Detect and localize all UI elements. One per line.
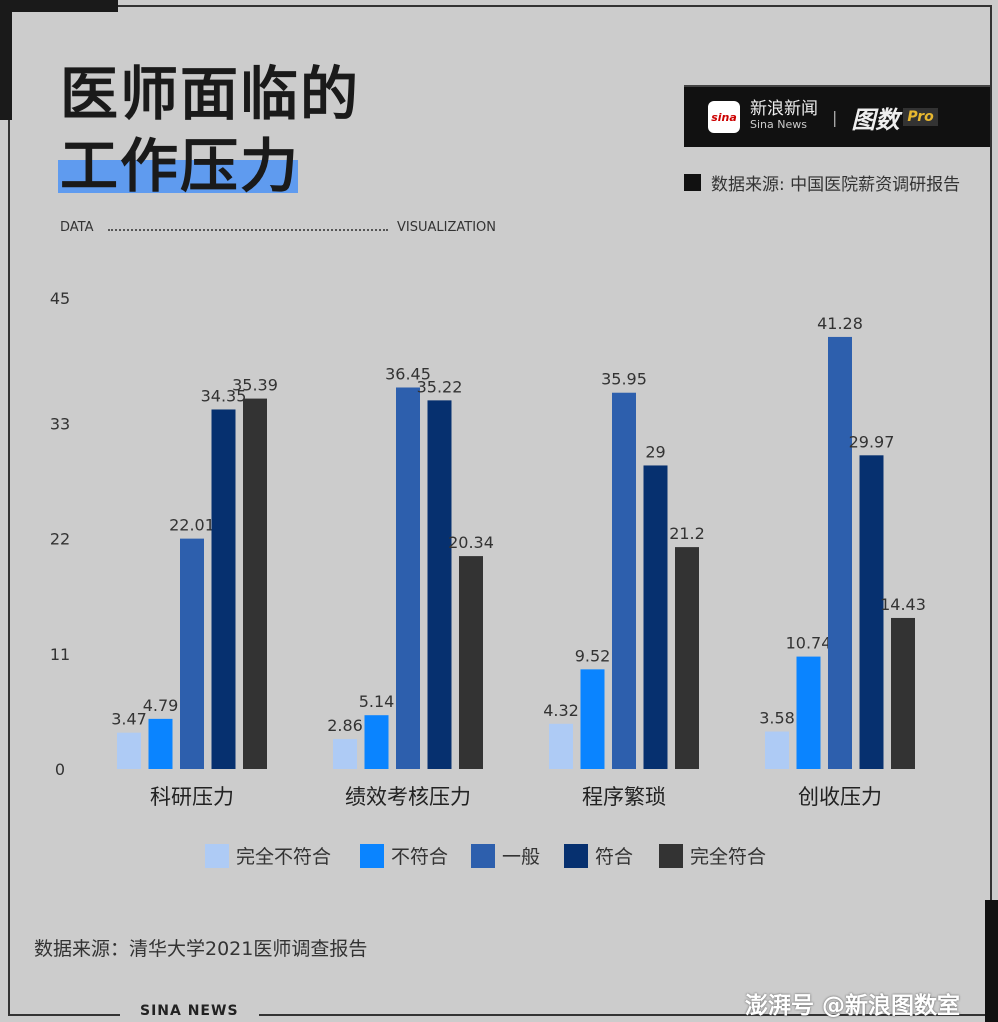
bar: [643, 465, 668, 769]
data-label: 3.47: [111, 710, 147, 729]
data-label: 35.22: [417, 377, 463, 396]
y-tick-label: 0: [55, 760, 65, 779]
source-footer: 数据来源：清华大学2021医师调查报告: [34, 938, 368, 960]
x-tick-label: 创收压力: [798, 785, 882, 809]
bar: [117, 732, 141, 769]
data-label: 22.01: [169, 516, 215, 535]
x-tick-label: 绩效考核压力: [345, 785, 471, 809]
pro-badge: Pro: [903, 108, 938, 126]
corner-decoration: [985, 900, 998, 1022]
watermark: 澎湃号 @新浪图数室: [745, 993, 961, 1019]
bar: [427, 400, 452, 769]
sina-logo-icon: sina: [708, 101, 740, 133]
data-label: 29: [645, 442, 665, 461]
x-tick-label: 科研压力: [150, 785, 234, 809]
bar: [675, 547, 699, 769]
dotted-divider: [108, 229, 388, 231]
data-label: 36.45: [385, 364, 431, 383]
sina-news-label: SINA NEWS: [120, 1003, 259, 1019]
brand-name: 新浪新闻: [750, 99, 818, 119]
bar: [459, 556, 483, 769]
data-label: 29.97: [849, 432, 895, 451]
bar: [765, 731, 789, 769]
legend-swatch: [360, 844, 384, 868]
data-label: 9.52: [575, 646, 611, 665]
brand-name-en: Sina News: [750, 118, 807, 131]
bar: [148, 718, 173, 769]
title-line-1: 医师面临的: [60, 60, 361, 128]
bar: [333, 739, 357, 769]
legend-swatch: [659, 844, 683, 868]
legend-swatch: [205, 844, 229, 868]
data-label: 14.43: [880, 595, 926, 614]
title-highlight: [58, 160, 298, 193]
bar: [364, 715, 389, 769]
data-label: 20.34: [448, 533, 494, 552]
page-title: 医师面临的 工作压力: [60, 58, 360, 202]
bar: [580, 669, 605, 769]
legend-label: 完全不符合: [236, 846, 331, 868]
data-label: 35.95: [601, 370, 647, 389]
bar: [211, 409, 236, 769]
data-label: 10.74: [786, 634, 832, 653]
data-label: 4.79: [143, 696, 179, 715]
title-line-2: 工作压力: [60, 132, 301, 200]
data-label: 34.35: [201, 386, 247, 405]
corner-decoration: [0, 0, 12, 120]
legend-swatch: [564, 844, 588, 868]
y-tick-label: 33: [50, 415, 70, 434]
x-tick-label: 程序繁琐: [582, 785, 666, 809]
legend-label: 完全符合: [690, 846, 766, 868]
y-tick-label: 22: [50, 530, 70, 549]
product-logo: 图数: [851, 105, 900, 134]
legend-label: 不符合: [391, 846, 448, 868]
data-label: 5.14: [359, 692, 395, 711]
corner-decoration: [0, 0, 118, 12]
bar: [180, 538, 204, 769]
viz-label: VISUALIZATION: [397, 220, 496, 235]
legend-label: 符合: [595, 846, 633, 868]
bar: [549, 723, 573, 769]
bar: [612, 392, 636, 769]
source-top: 数据来源: 中国医院薪资调研报告: [684, 170, 960, 195]
bar: [796, 656, 821, 769]
data-label: 2.86: [327, 716, 363, 735]
data-label: DATA: [60, 220, 94, 235]
legend-label: 一般: [502, 846, 540, 868]
square-icon: [684, 174, 701, 191]
data-label: 3.58: [759, 709, 795, 728]
bar: [396, 387, 420, 769]
data-label: 35.39: [232, 376, 278, 395]
bar: [891, 617, 915, 769]
bar: [243, 398, 267, 769]
source-top-text: 数据来源: 中国医院薪资调研报告: [711, 175, 961, 195]
data-label: 4.32: [543, 701, 579, 720]
frame: [8, 5, 992, 1014]
bottom-rule: [8, 1014, 992, 1016]
y-tick-label: 45: [50, 289, 70, 308]
legend-swatch: [471, 844, 495, 868]
data-label: 21.2: [669, 524, 705, 543]
y-tick-label: 11: [50, 645, 70, 664]
brand-banner: sina 新浪新闻 Sina News | 图数 Pro: [684, 85, 990, 147]
data-label: 41.28: [817, 314, 863, 333]
bar: [828, 336, 852, 769]
bar: [859, 455, 884, 769]
